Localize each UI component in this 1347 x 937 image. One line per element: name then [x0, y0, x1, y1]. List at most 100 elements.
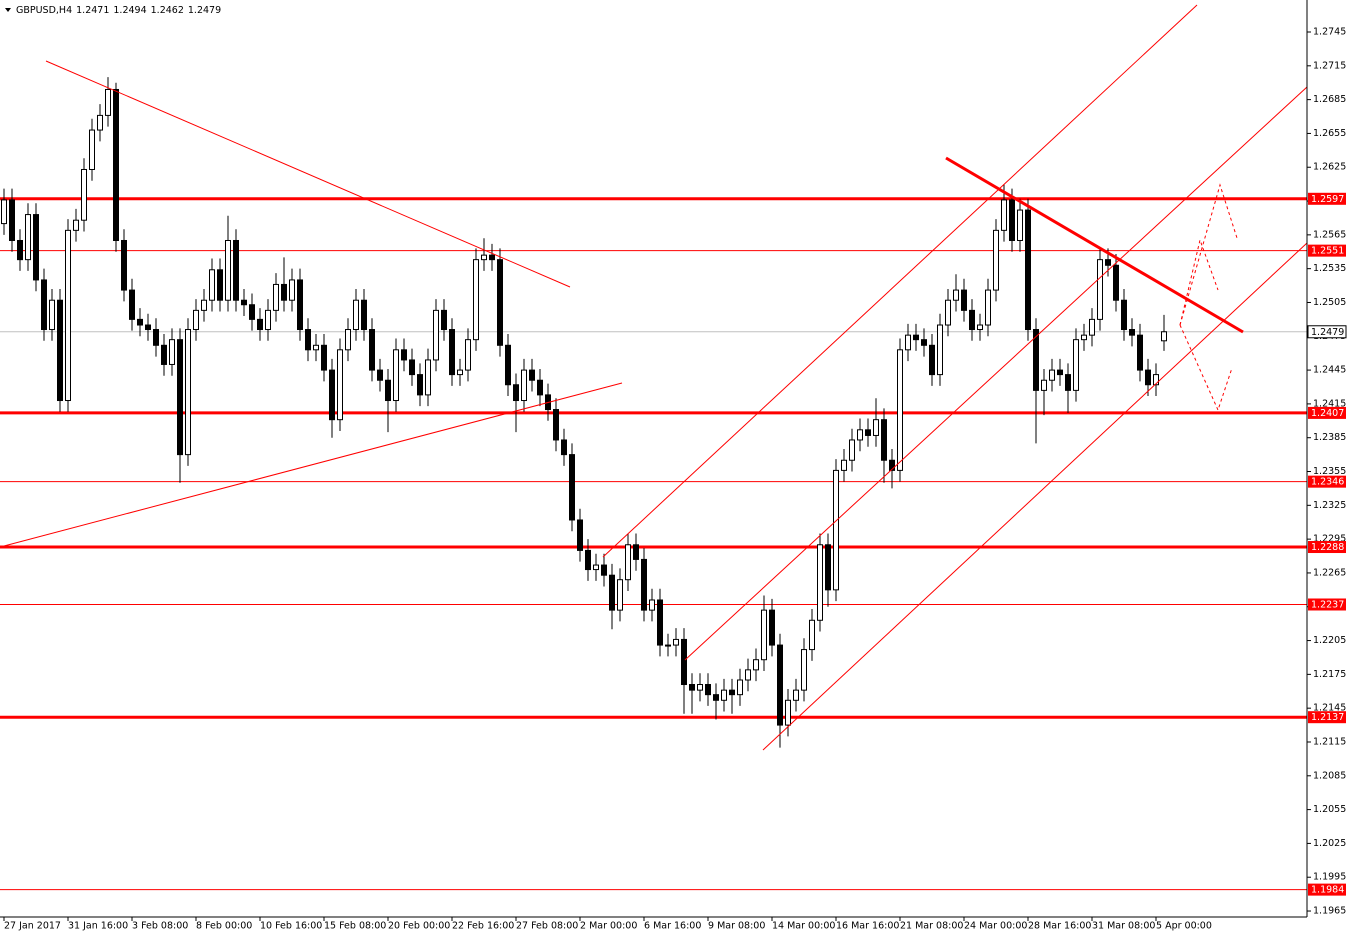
candle-body [185, 329, 191, 456]
candle-body [769, 609, 775, 646]
candle-body [1105, 259, 1111, 266]
candle-body [593, 564, 599, 571]
candle-body [521, 369, 527, 402]
candle-body [9, 199, 15, 241]
candle-body [241, 299, 247, 306]
candle-body [849, 439, 855, 461]
y-tick-label: 1.1995 [1313, 872, 1346, 883]
candle-body [497, 259, 503, 346]
candle-body [857, 429, 863, 441]
candle-body [113, 88, 119, 241]
candle-body [489, 254, 495, 261]
trend-line-bold [945, 156, 1244, 334]
channel-line [684, 86, 1308, 661]
candle-body [425, 359, 431, 396]
candle-body [177, 339, 183, 456]
level-label-text: 1.2237 [1311, 599, 1344, 610]
candle-body [1113, 264, 1119, 301]
candle-body [921, 339, 927, 346]
candle-body [889, 459, 895, 471]
candle-body [161, 344, 167, 365]
candle-body [169, 339, 175, 365]
candle-body [729, 689, 735, 696]
x-tick-label: 3 Feb 08:00 [132, 921, 188, 932]
candle-body [337, 349, 343, 421]
candle-body [417, 374, 423, 396]
candle-body [401, 349, 407, 361]
candle-body [73, 219, 79, 231]
candle-body [89, 129, 95, 170]
candle-body [945, 299, 951, 326]
level-label: 1.2237 [1308, 598, 1346, 611]
y-tick-label: 1.2625 [1313, 162, 1346, 173]
y-tick-label: 1.2295 [1313, 534, 1346, 545]
y-tick-label: 1.2325 [1313, 500, 1346, 511]
candle-body [33, 214, 39, 281]
y-tick-label: 1.2355 [1313, 466, 1346, 477]
x-tick-label: 22 Feb 16:00 [452, 921, 514, 932]
candle-body [1145, 369, 1151, 386]
candle-body [409, 359, 415, 376]
candle-body [969, 309, 975, 331]
candle-body [249, 304, 255, 320]
x-tick-label: 2 Mar 00:00 [580, 921, 637, 932]
x-tick-label: 16 Mar 16:00 [836, 921, 899, 932]
candle-body [609, 574, 615, 611]
y-tick-label: 1.2715 [1313, 60, 1346, 71]
y-tick-label: 1.2565 [1313, 229, 1346, 240]
y-tick-label: 1.2745 [1313, 27, 1346, 38]
level-label: 1.2597 [1308, 192, 1346, 205]
symbol: GBPUSD,H4 [16, 5, 72, 16]
y-tick-label: 1.2055 [1313, 804, 1346, 815]
x-tick-label: 20 Feb 00:00 [388, 921, 450, 932]
low: 1.2462 [151, 5, 184, 16]
candle-body [153, 329, 159, 346]
candle-body [209, 269, 215, 301]
candle-body [697, 684, 703, 691]
candle-body [537, 379, 543, 396]
level-label-text: 1.2407 [1311, 408, 1344, 419]
x-tick-label: 24 Mar 00:00 [964, 921, 1027, 932]
candle-body [217, 269, 223, 301]
candle-body [1129, 329, 1135, 336]
y-tick-label: 1.1965 [1313, 906, 1346, 917]
candle-body [1017, 209, 1023, 241]
candle-body [65, 229, 71, 402]
candle-body [977, 324, 983, 331]
channel-line [762, 242, 1308, 751]
candle-body [1153, 374, 1159, 386]
y-tick-label: 1.2265 [1313, 567, 1346, 578]
candle-body [601, 564, 607, 576]
price-label-box [1307, 325, 1347, 339]
level-label-text: 1.2137 [1311, 712, 1344, 723]
projection [1179, 183, 1238, 326]
candle-body [753, 659, 759, 671]
y-tick-label: 1.2175 [1313, 669, 1346, 680]
candle-body [873, 419, 879, 436]
candle-body [841, 459, 847, 471]
x-tick-label: 21 Mar 08:00 [900, 921, 963, 932]
level-label-box [1308, 244, 1346, 257]
candle-body [129, 289, 135, 320]
y-tick-label: 1.2385 [1313, 432, 1346, 443]
candle-body [913, 334, 919, 341]
candle-body [1025, 209, 1031, 331]
menu-icon[interactable] [5, 8, 11, 12]
candle-body [321, 344, 327, 371]
level-label: 1.2346 [1308, 475, 1346, 488]
candle-body [641, 558, 647, 611]
candle-body [57, 299, 63, 402]
candle-body [777, 644, 783, 726]
level-label-text: 1.1984 [1311, 885, 1344, 896]
candle-body [681, 638, 687, 686]
candle-body [561, 439, 567, 456]
candle-body [505, 344, 511, 386]
candle-body [553, 409, 559, 441]
candle-body [665, 644, 671, 647]
x-tick-label: 28 Mar 16:00 [1028, 921, 1091, 932]
candle-body [17, 239, 23, 261]
x-tick-label: 10 Feb 16:00 [260, 921, 322, 932]
candle-body [305, 329, 311, 351]
candle-body [1081, 334, 1087, 341]
candle-body [1097, 259, 1103, 320]
